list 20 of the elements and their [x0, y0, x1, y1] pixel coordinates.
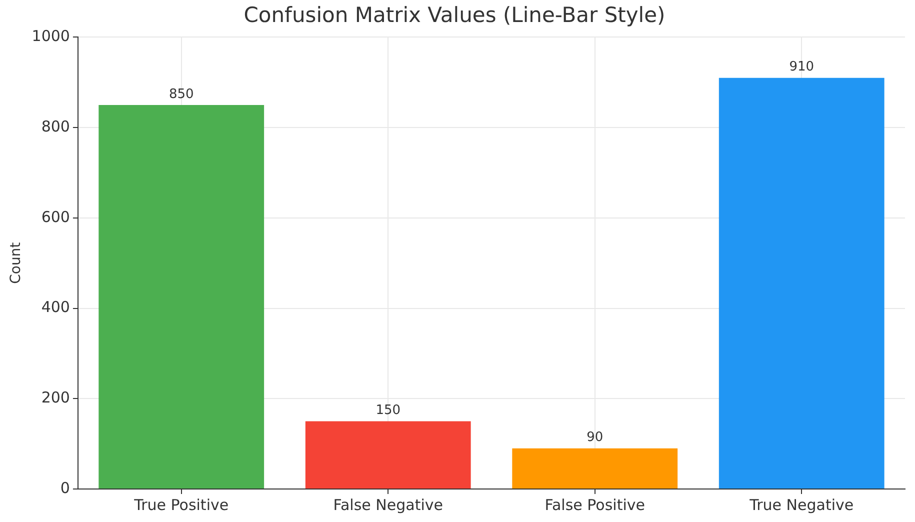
bar: [718, 78, 884, 488]
chart-title: Confusion Matrix Values (Line-Bar Style): [244, 3, 666, 28]
y-tick-label: 0: [60, 478, 70, 497]
data-label: 150: [376, 403, 401, 418]
bar: [512, 448, 678, 488]
y-tick-label: 800: [41, 117, 70, 136]
bar: [98, 104, 264, 488]
y-tick-label: 600: [41, 208, 70, 226]
y-tick-label: 400: [41, 298, 70, 316]
y-tick-label: 200: [41, 388, 70, 407]
data-label: 850: [168, 86, 194, 102]
y-tick-label: 1000: [32, 27, 70, 46]
y-axis-title: Count: [8, 242, 24, 284]
data-label: 910: [789, 60, 814, 75]
x-tick-label: True Positive: [133, 496, 229, 514]
x-tick-label: True Negative: [748, 496, 854, 514]
x-tick-label: False Negative: [333, 496, 443, 514]
bar: [305, 421, 471, 488]
x-tick-label: False Positive: [544, 496, 645, 514]
data-label: 90: [586, 430, 604, 446]
